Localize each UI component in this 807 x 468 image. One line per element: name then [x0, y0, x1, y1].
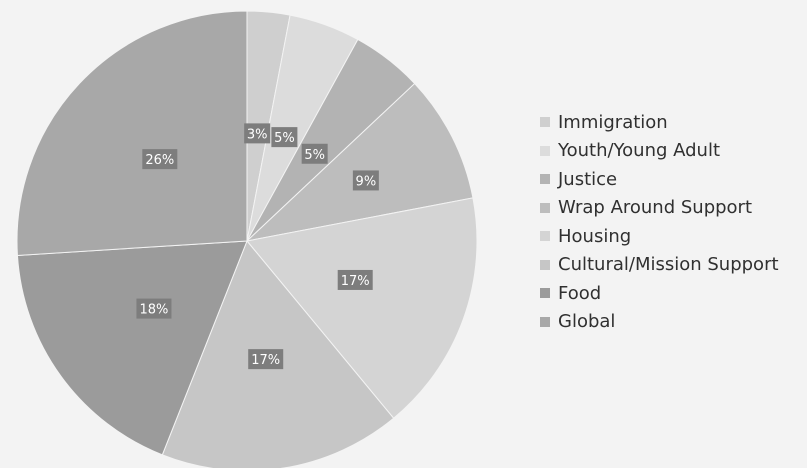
data-label: 17% — [248, 349, 284, 370]
legend-item: Global — [540, 308, 779, 337]
data-label: 18% — [136, 298, 172, 319]
legend-label: Cultural/Mission Support — [558, 254, 779, 276]
legend-swatch — [540, 259, 550, 270]
data-label-text: 9% — [356, 174, 377, 189]
data-label-text: 3% — [247, 127, 268, 142]
data-label: 9% — [352, 170, 379, 191]
data-label: 5% — [271, 127, 298, 148]
data-label-box — [136, 298, 172, 319]
data-label-box — [352, 170, 379, 191]
legend-label: Justice — [558, 168, 618, 190]
data-label-text: 18% — [140, 303, 169, 318]
data-label-box — [337, 269, 373, 290]
data-label-box — [248, 349, 284, 370]
data-label-text: 17% — [341, 274, 370, 289]
data-label-text: 5% — [274, 131, 295, 146]
legend-swatch — [540, 231, 550, 242]
data-label-box — [271, 127, 298, 148]
legend-item: Wrap Around Support — [540, 194, 779, 223]
legend-swatch — [540, 145, 550, 156]
legend-label: Food — [558, 282, 602, 304]
legend-label: Immigration — [558, 111, 668, 133]
data-label: 5% — [301, 143, 328, 164]
legend-swatch — [540, 316, 550, 327]
legend-swatch — [540, 202, 550, 213]
legend-swatch — [540, 288, 550, 299]
data-label-text: 5% — [304, 148, 325, 163]
legend-item: Food — [540, 279, 779, 308]
legend-item: Housing — [540, 222, 779, 251]
pie-slice — [245, 82, 474, 242]
chart-legend: Immigration Youth/Young Adult Justice Wrap … — [540, 108, 779, 336]
data-label-box — [142, 149, 178, 170]
pie-slice — [16, 10, 248, 256]
legend-label: Youth/Young Adult — [558, 140, 721, 162]
data-label: 26% — [142, 149, 178, 170]
legend-label: Housing — [558, 225, 632, 247]
legend-item: Youth/Young Adult — [540, 137, 779, 166]
data-label-box — [301, 143, 328, 164]
data-label: 3% — [244, 123, 271, 144]
legend-swatch — [540, 174, 550, 185]
legend-item: Cultural/Mission Support — [540, 251, 779, 280]
legend-label: Global — [558, 311, 616, 333]
data-label-box — [244, 123, 271, 144]
legend-swatch — [540, 117, 550, 128]
pie-slice — [246, 197, 478, 419]
legend-label: Wrap Around Support — [558, 197, 753, 219]
data-label-text: 17% — [251, 353, 280, 368]
data-label-text: 26% — [145, 153, 174, 168]
legend-item: Immigration — [540, 108, 779, 137]
legend-item: Justice — [540, 165, 779, 194]
data-label: 17% — [337, 269, 373, 290]
pie-slice — [16, 240, 248, 456]
